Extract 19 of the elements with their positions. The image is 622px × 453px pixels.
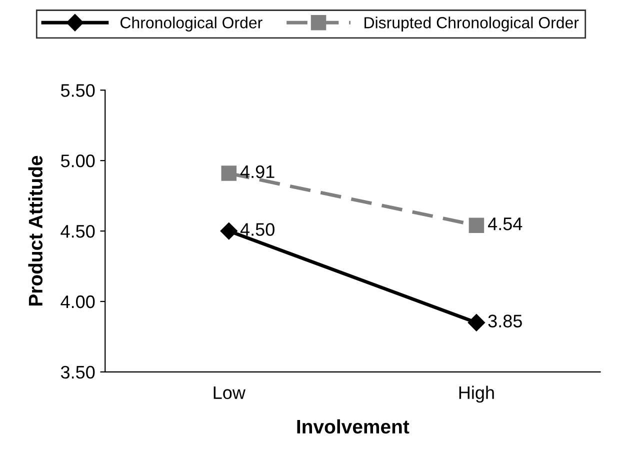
point [221, 166, 237, 181]
point [220, 222, 238, 240]
legend-label: Disrupted Chronological Order [364, 16, 579, 32]
y-tick-label: 5.00 [60, 154, 95, 168]
x-axis-title: Involvement [297, 419, 410, 434]
y-tick-label: 5.50 [60, 84, 95, 97]
data-label: 4.54 [488, 218, 522, 230]
data-label: 4.91 [240, 165, 274, 178]
data-label: 4.50 [240, 223, 274, 236]
x-tick-label: Low [214, 386, 246, 400]
data-label: 3.85 [488, 314, 522, 328]
legend-label: Chronological Order [120, 16, 262, 32]
y-axis-title: Product Attitude [28, 156, 43, 306]
point [468, 218, 484, 234]
y-tick-label: 4.00 [60, 295, 95, 308]
point [468, 314, 486, 332]
y-tick-label: 3.50 [60, 366, 95, 379]
x-tick-label: High [459, 386, 494, 403]
y-tick-label: 4.50 [60, 224, 95, 238]
